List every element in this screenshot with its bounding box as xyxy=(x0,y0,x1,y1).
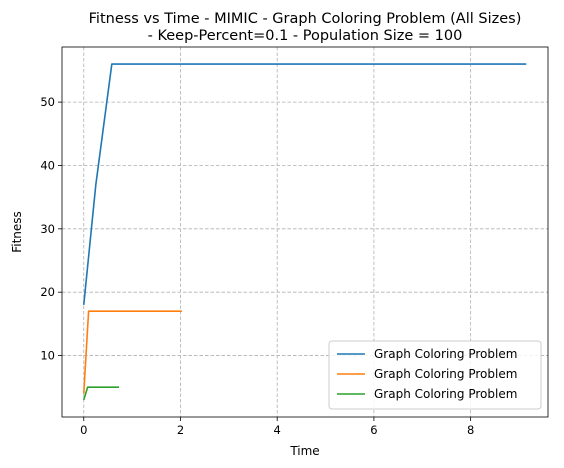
legend-label-2: Graph Coloring Problem xyxy=(374,367,517,381)
x-tick-label: 8 xyxy=(467,423,474,437)
x-tick-label: 4 xyxy=(274,423,281,437)
x-axis-label: Time xyxy=(289,444,319,458)
chart-title-line2: - Keep-Percent=0.1 - Population Size = 1… xyxy=(148,28,463,44)
plot-frame xyxy=(61,46,549,418)
y-tick-label: 50 xyxy=(40,95,55,109)
series-line-1 xyxy=(82,63,527,305)
legend: Graph Coloring Problem Graph Coloring Pro… xyxy=(328,340,542,410)
chart-title-line1: Fitness vs Time - MIMIC - Graph Coloring… xyxy=(89,11,522,27)
y-tick-label: 30 xyxy=(40,222,55,236)
y-tick-label: 40 xyxy=(40,158,55,172)
legend-box xyxy=(328,340,542,410)
x-tick-label: 0 xyxy=(80,423,87,437)
series-line-3 xyxy=(82,386,120,401)
y-axis-label: Fitness xyxy=(10,211,24,253)
x-tick-label: 2 xyxy=(177,423,184,437)
x-tick-label: 6 xyxy=(370,423,377,437)
x-ticks: 0 2 4 6 8 xyxy=(80,417,474,437)
y-tick-label: 20 xyxy=(40,285,55,299)
legend-label-3: Graph Coloring Problem xyxy=(374,387,517,401)
y-ticks: 10 20 30 40 50 xyxy=(40,95,62,363)
series-line-2 xyxy=(82,310,182,394)
legend-label-1: Graph Coloring Problem xyxy=(374,347,517,361)
series-lines xyxy=(82,63,527,401)
y-tick-label: 10 xyxy=(40,349,55,363)
